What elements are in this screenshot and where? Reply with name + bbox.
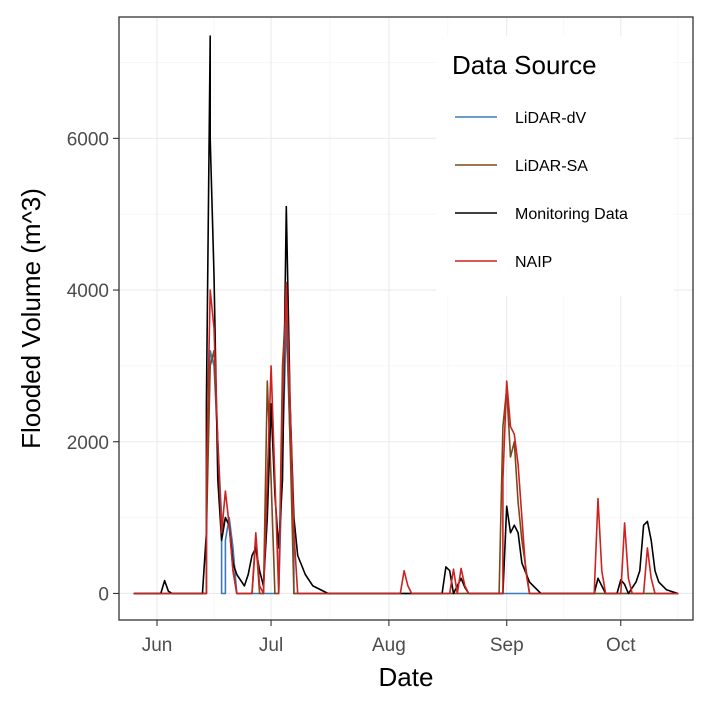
x-tick-label: Jun [142, 635, 173, 656]
x-tick-label: Aug [372, 635, 406, 656]
legend: Data Source LiDAR-dV LiDAR-SA Monitoring D… [436, 36, 674, 296]
series-layer [133, 35, 679, 595]
series-line-naip [133, 281, 679, 595]
x-tick-label: Oct [606, 635, 636, 656]
legend-background [436, 36, 674, 296]
legend-label: Monitoring Data [515, 206, 628, 223]
legend-title: Data Source [452, 50, 597, 80]
y-tick-label: 6000 [67, 129, 109, 150]
y-tick-label: 0 [98, 584, 109, 605]
x-axis: Jun Jul Aug Sep Oct [142, 620, 636, 656]
x-tick-label: Sep [490, 635, 524, 656]
y-tick-label: 4000 [67, 281, 109, 302]
legend-label: LiDAR-SA [515, 158, 588, 175]
x-axis-title: Date [379, 662, 434, 692]
y-tick-label: 2000 [67, 433, 109, 454]
x-tick-label: Jul [259, 635, 283, 656]
legend-label: LiDAR-dV [515, 110, 586, 127]
y-axis: 0 2000 4000 6000 [67, 129, 119, 605]
legend-label: NAIP [515, 254, 552, 271]
y-axis-title: Flooded Volume (m^3) [16, 188, 46, 449]
panel-border [118, 16, 694, 621]
